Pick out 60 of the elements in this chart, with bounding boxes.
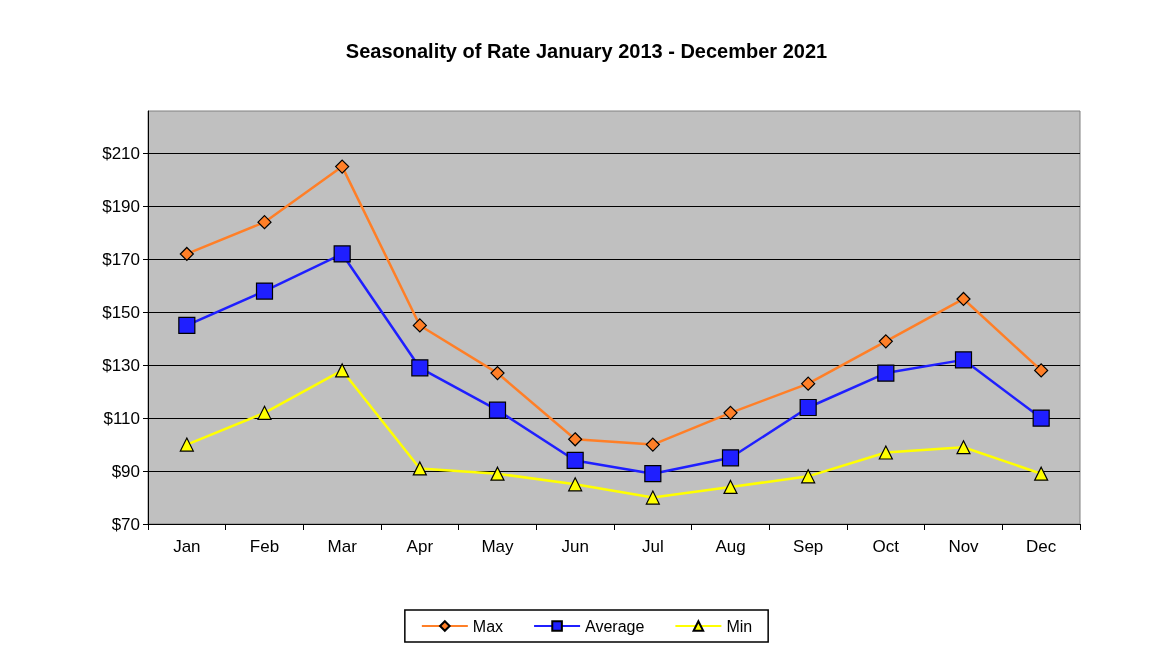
point [490,366,505,381]
legend-label: Min [726,617,753,635]
y-tick-label: $130 [102,355,140,375]
point [877,364,895,382]
y-tick-label: $210 [102,143,140,163]
point [1034,363,1049,378]
point [644,465,662,483]
point [411,359,429,377]
point [878,445,893,460]
point [954,351,973,369]
point [335,159,350,174]
point [257,405,272,420]
x-tick-label: Aug [715,537,746,556]
x-tick-label: Dec [1026,537,1057,556]
point [178,316,196,335]
point [566,451,584,470]
x-tick-label: Sep [793,537,824,556]
y-tick-label: $190 [102,196,140,216]
point [799,398,817,417]
point [568,432,583,447]
y-tick-label: $150 [102,302,140,322]
point [490,466,505,481]
point [645,437,660,452]
point [412,461,427,476]
point [723,405,738,420]
point [333,245,351,263]
point [179,437,194,452]
chart-title: Seasonality of Rate January 2013 - December 2021 [345,40,828,62]
point [801,376,816,391]
point [179,246,194,262]
y-tick-label: $110 [103,408,140,428]
point [488,401,507,419]
point [801,469,816,484]
x-tick-label: Nov [948,537,980,556]
point [956,440,971,455]
x-tick-label: Jan [173,537,201,556]
legend-label: Average [585,617,645,635]
point [956,291,971,307]
point [257,215,272,230]
point [255,282,274,300]
legend-label: Max [472,617,504,635]
point [878,334,893,349]
point [1034,466,1049,481]
x-tick-label: May [481,537,515,556]
point [1032,409,1050,427]
point [412,318,427,333]
x-tick-label: Mar [327,537,358,556]
y-tick-label: $170 [102,249,140,269]
point [335,363,350,378]
x-tick-label: Feb [249,537,280,556]
y-tick-label: $90 [111,461,140,481]
x-tick-label: Oct [872,537,900,556]
point [568,477,583,492]
point [723,479,738,495]
y-tick-label: $70 [111,514,140,534]
x-tick-label: Jul [641,537,664,556]
point [645,490,660,505]
x-tick-label: Jun [561,537,589,556]
point [721,449,740,467]
x-tick-label: Apr [406,537,434,556]
